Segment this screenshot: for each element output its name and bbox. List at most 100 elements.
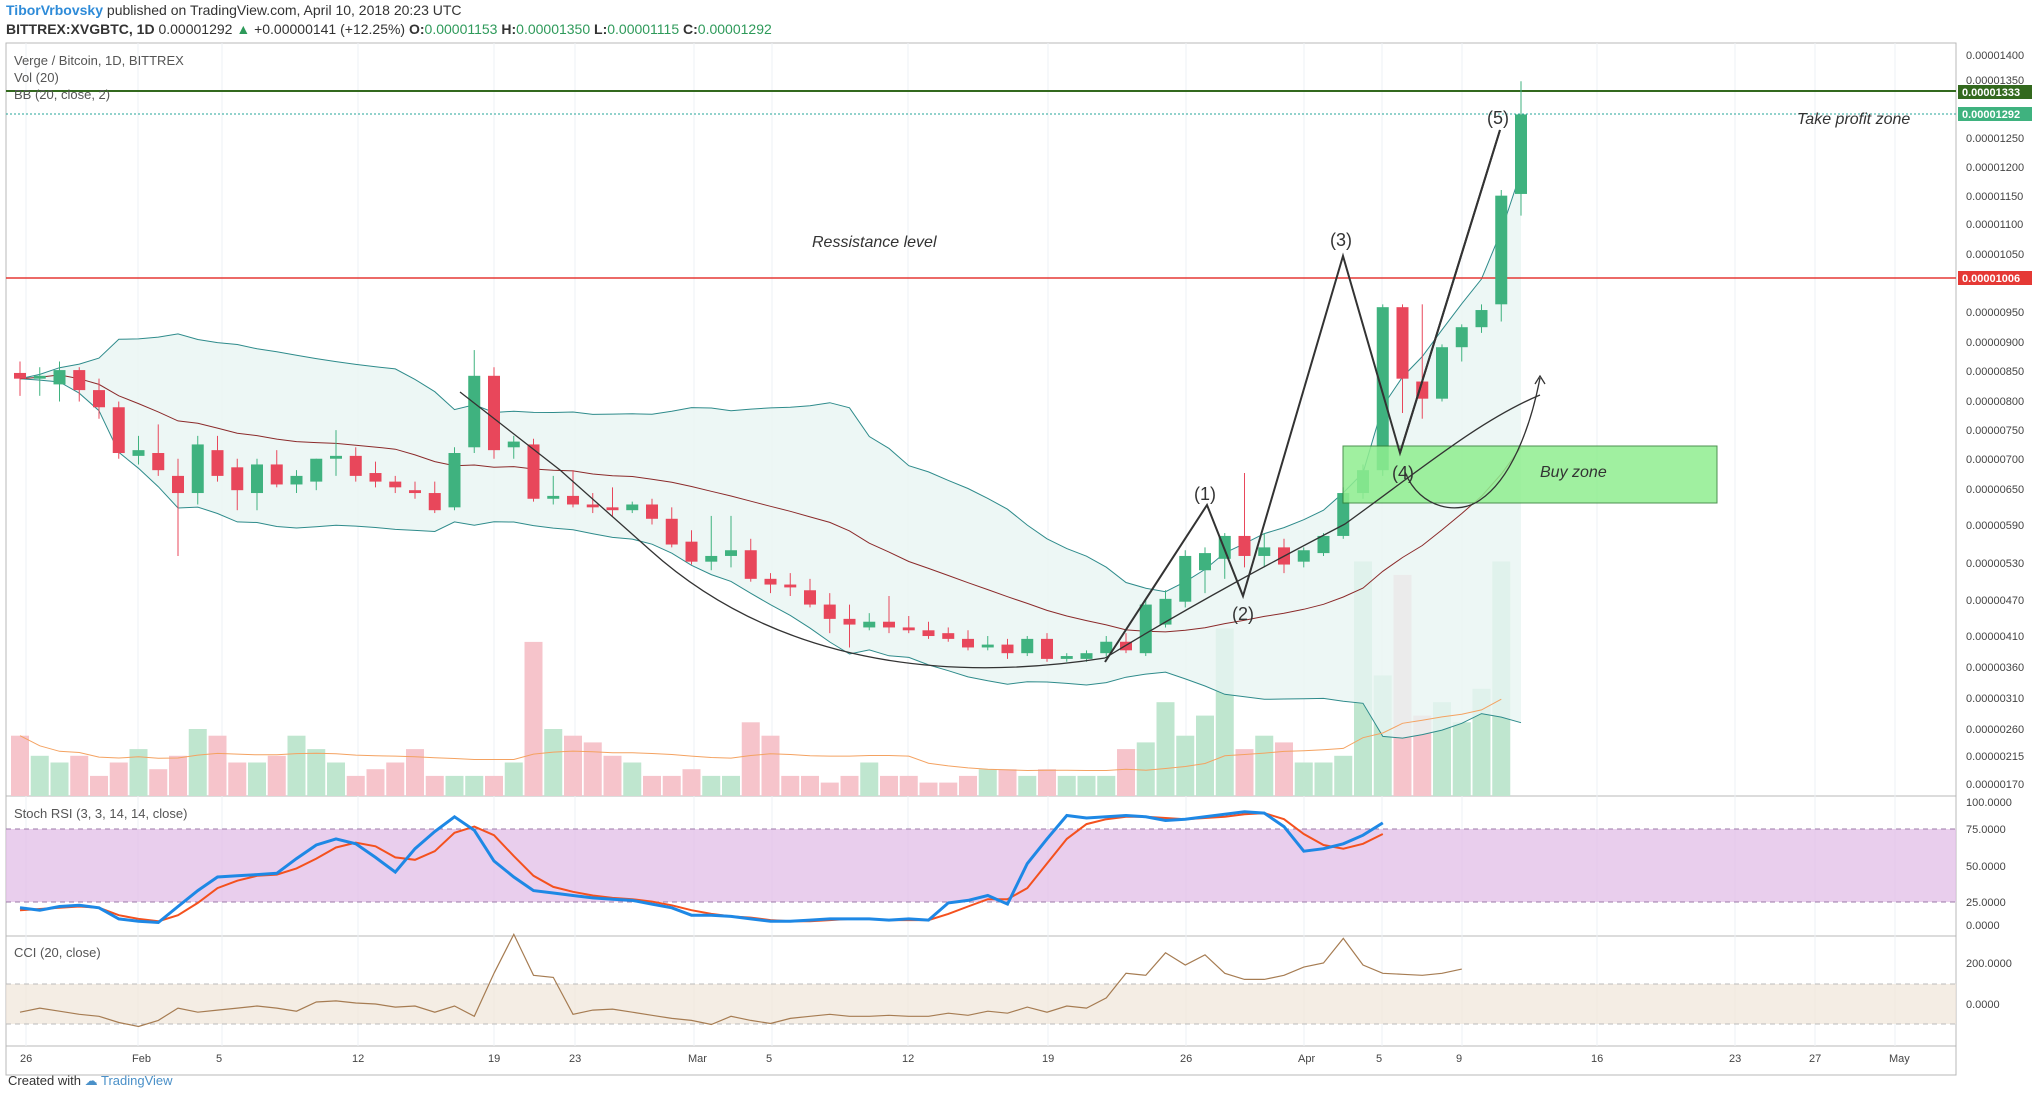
volume-bar xyxy=(169,755,187,796)
price-tick-label: 0.00001100 xyxy=(1966,219,2023,231)
stoch-band xyxy=(6,829,1956,902)
time-tick-label: Mar xyxy=(688,1053,707,1065)
time-tick-label: 5 xyxy=(216,1053,222,1065)
up-arrow-icon: ▲ xyxy=(236,21,251,37)
candle-body xyxy=(725,550,737,556)
candle-body xyxy=(606,507,619,511)
volume-bar xyxy=(761,735,780,796)
resistance-tag xyxy=(1958,271,2032,285)
candle-body xyxy=(942,633,955,639)
tradingview-link[interactable]: TradingView xyxy=(101,1073,173,1088)
wave-2-label: (2) xyxy=(1232,604,1254,624)
high-value: 0.00001350 xyxy=(516,21,591,37)
volume-bar xyxy=(1156,702,1175,796)
price-tick-label: 0.00000215 xyxy=(1966,751,2024,763)
candle-body xyxy=(93,390,105,408)
candle-body xyxy=(665,518,678,545)
price-tick-label: 0.00000590 xyxy=(1966,520,2024,532)
volume-bar xyxy=(248,762,266,796)
candle-body xyxy=(191,444,204,494)
candle-body xyxy=(270,464,283,485)
volume-bar xyxy=(939,782,958,796)
candle-body xyxy=(646,504,658,519)
volume-bar xyxy=(307,749,326,796)
cci-line xyxy=(19,932,1462,1028)
price-tick-label: 0.00000800 xyxy=(1966,396,2024,408)
volume-bar xyxy=(682,769,701,796)
volume-bar xyxy=(406,749,424,796)
published-text: published on TradingView.com, April 10, … xyxy=(106,2,462,18)
volume-bar xyxy=(1314,762,1333,796)
volume-bar xyxy=(603,755,622,796)
candle-body xyxy=(744,550,757,579)
volume-bar xyxy=(544,729,563,796)
volume-bar xyxy=(643,775,661,796)
volume-bar xyxy=(188,729,207,796)
candle-body xyxy=(310,458,323,482)
time-tick-label: 19 xyxy=(1042,1053,1054,1065)
volume-bar xyxy=(781,775,800,796)
high-label: H: xyxy=(501,21,517,37)
candle-body xyxy=(468,375,481,448)
time-tick-label: 5 xyxy=(766,1053,772,1065)
volume-bar xyxy=(880,775,898,796)
open-label: O: xyxy=(408,21,425,37)
close-value: 0.00001292 xyxy=(697,21,772,37)
author-name[interactable]: TiborVrbovsky xyxy=(6,2,104,18)
candle-body xyxy=(389,481,402,488)
time-axis: 26 Feb 5 12 19 23 Mar 5 12 19 26 Apr 5 9 16 23 27 May xyxy=(20,1053,1910,1065)
last-price-tag-text: 0.00001292 xyxy=(1962,109,2020,121)
candle-body xyxy=(152,453,165,471)
volume-bar xyxy=(1097,775,1116,796)
time-tick-label: Apr xyxy=(1298,1053,1315,1065)
volume-bar xyxy=(425,775,444,796)
time-tick-label: 12 xyxy=(352,1053,364,1065)
wave-4-label: (4) xyxy=(1392,463,1414,483)
wave-1-label: (1) xyxy=(1194,484,1216,504)
low-value: 0.00001115 xyxy=(607,21,680,37)
volume-bar xyxy=(623,762,642,796)
volume-bar xyxy=(1196,715,1214,796)
candle-body xyxy=(705,555,718,562)
bollinger-lower xyxy=(19,378,1522,739)
time-tick-label: 23 xyxy=(1729,1053,1741,1065)
price-tick-label: 0.00001200 xyxy=(1966,162,2024,174)
candle-body xyxy=(1179,555,1192,602)
candle-body xyxy=(863,621,876,628)
candle-body xyxy=(1495,195,1508,305)
price-tick-label: 0.00000360 xyxy=(1966,662,2024,674)
volume-bars xyxy=(11,561,1511,796)
volume-bar xyxy=(860,762,879,796)
price-tick-label: 0.00000700 xyxy=(1966,454,2024,466)
volume-bar xyxy=(583,742,602,796)
bollinger-upper xyxy=(19,171,1522,593)
candle-body xyxy=(804,590,816,605)
wave-5-line xyxy=(1399,129,1501,454)
price-tick-label: 0.00000950 xyxy=(1966,307,2024,319)
volume-bar xyxy=(465,775,484,796)
descending-trend-curve xyxy=(459,391,1106,669)
candle-body xyxy=(507,441,520,448)
candle-body xyxy=(1238,535,1251,556)
stoch-tick-label: 100.0000 xyxy=(1966,797,2012,809)
stoch-label: Stoch RSI (3, 3, 14, 14, close) xyxy=(14,806,188,821)
candle-body xyxy=(1041,638,1053,659)
volume-bar xyxy=(959,775,977,796)
time-tick-label: May xyxy=(1889,1053,1910,1065)
volume-bar xyxy=(327,762,345,796)
price-tick-label: 0.00000750 xyxy=(1966,425,2024,437)
volume-bar xyxy=(485,775,503,796)
take-profit-tag-text: 0.00001333 xyxy=(1962,87,2020,99)
volume-bar xyxy=(741,722,760,796)
candle-body xyxy=(823,604,836,619)
projection-curve xyxy=(1404,377,1541,509)
volume-bar xyxy=(662,775,681,796)
volume-bar xyxy=(801,775,819,796)
price-tick-label: 0.00000650 xyxy=(1966,484,2024,496)
volume-bar xyxy=(702,775,721,796)
time-tick-label: 9 xyxy=(1456,1053,1462,1065)
volume-bar xyxy=(50,762,69,796)
volume-bar xyxy=(1334,755,1353,796)
chart-title: Verge / Bitcoin, 1D, BITTREX xyxy=(14,53,184,68)
